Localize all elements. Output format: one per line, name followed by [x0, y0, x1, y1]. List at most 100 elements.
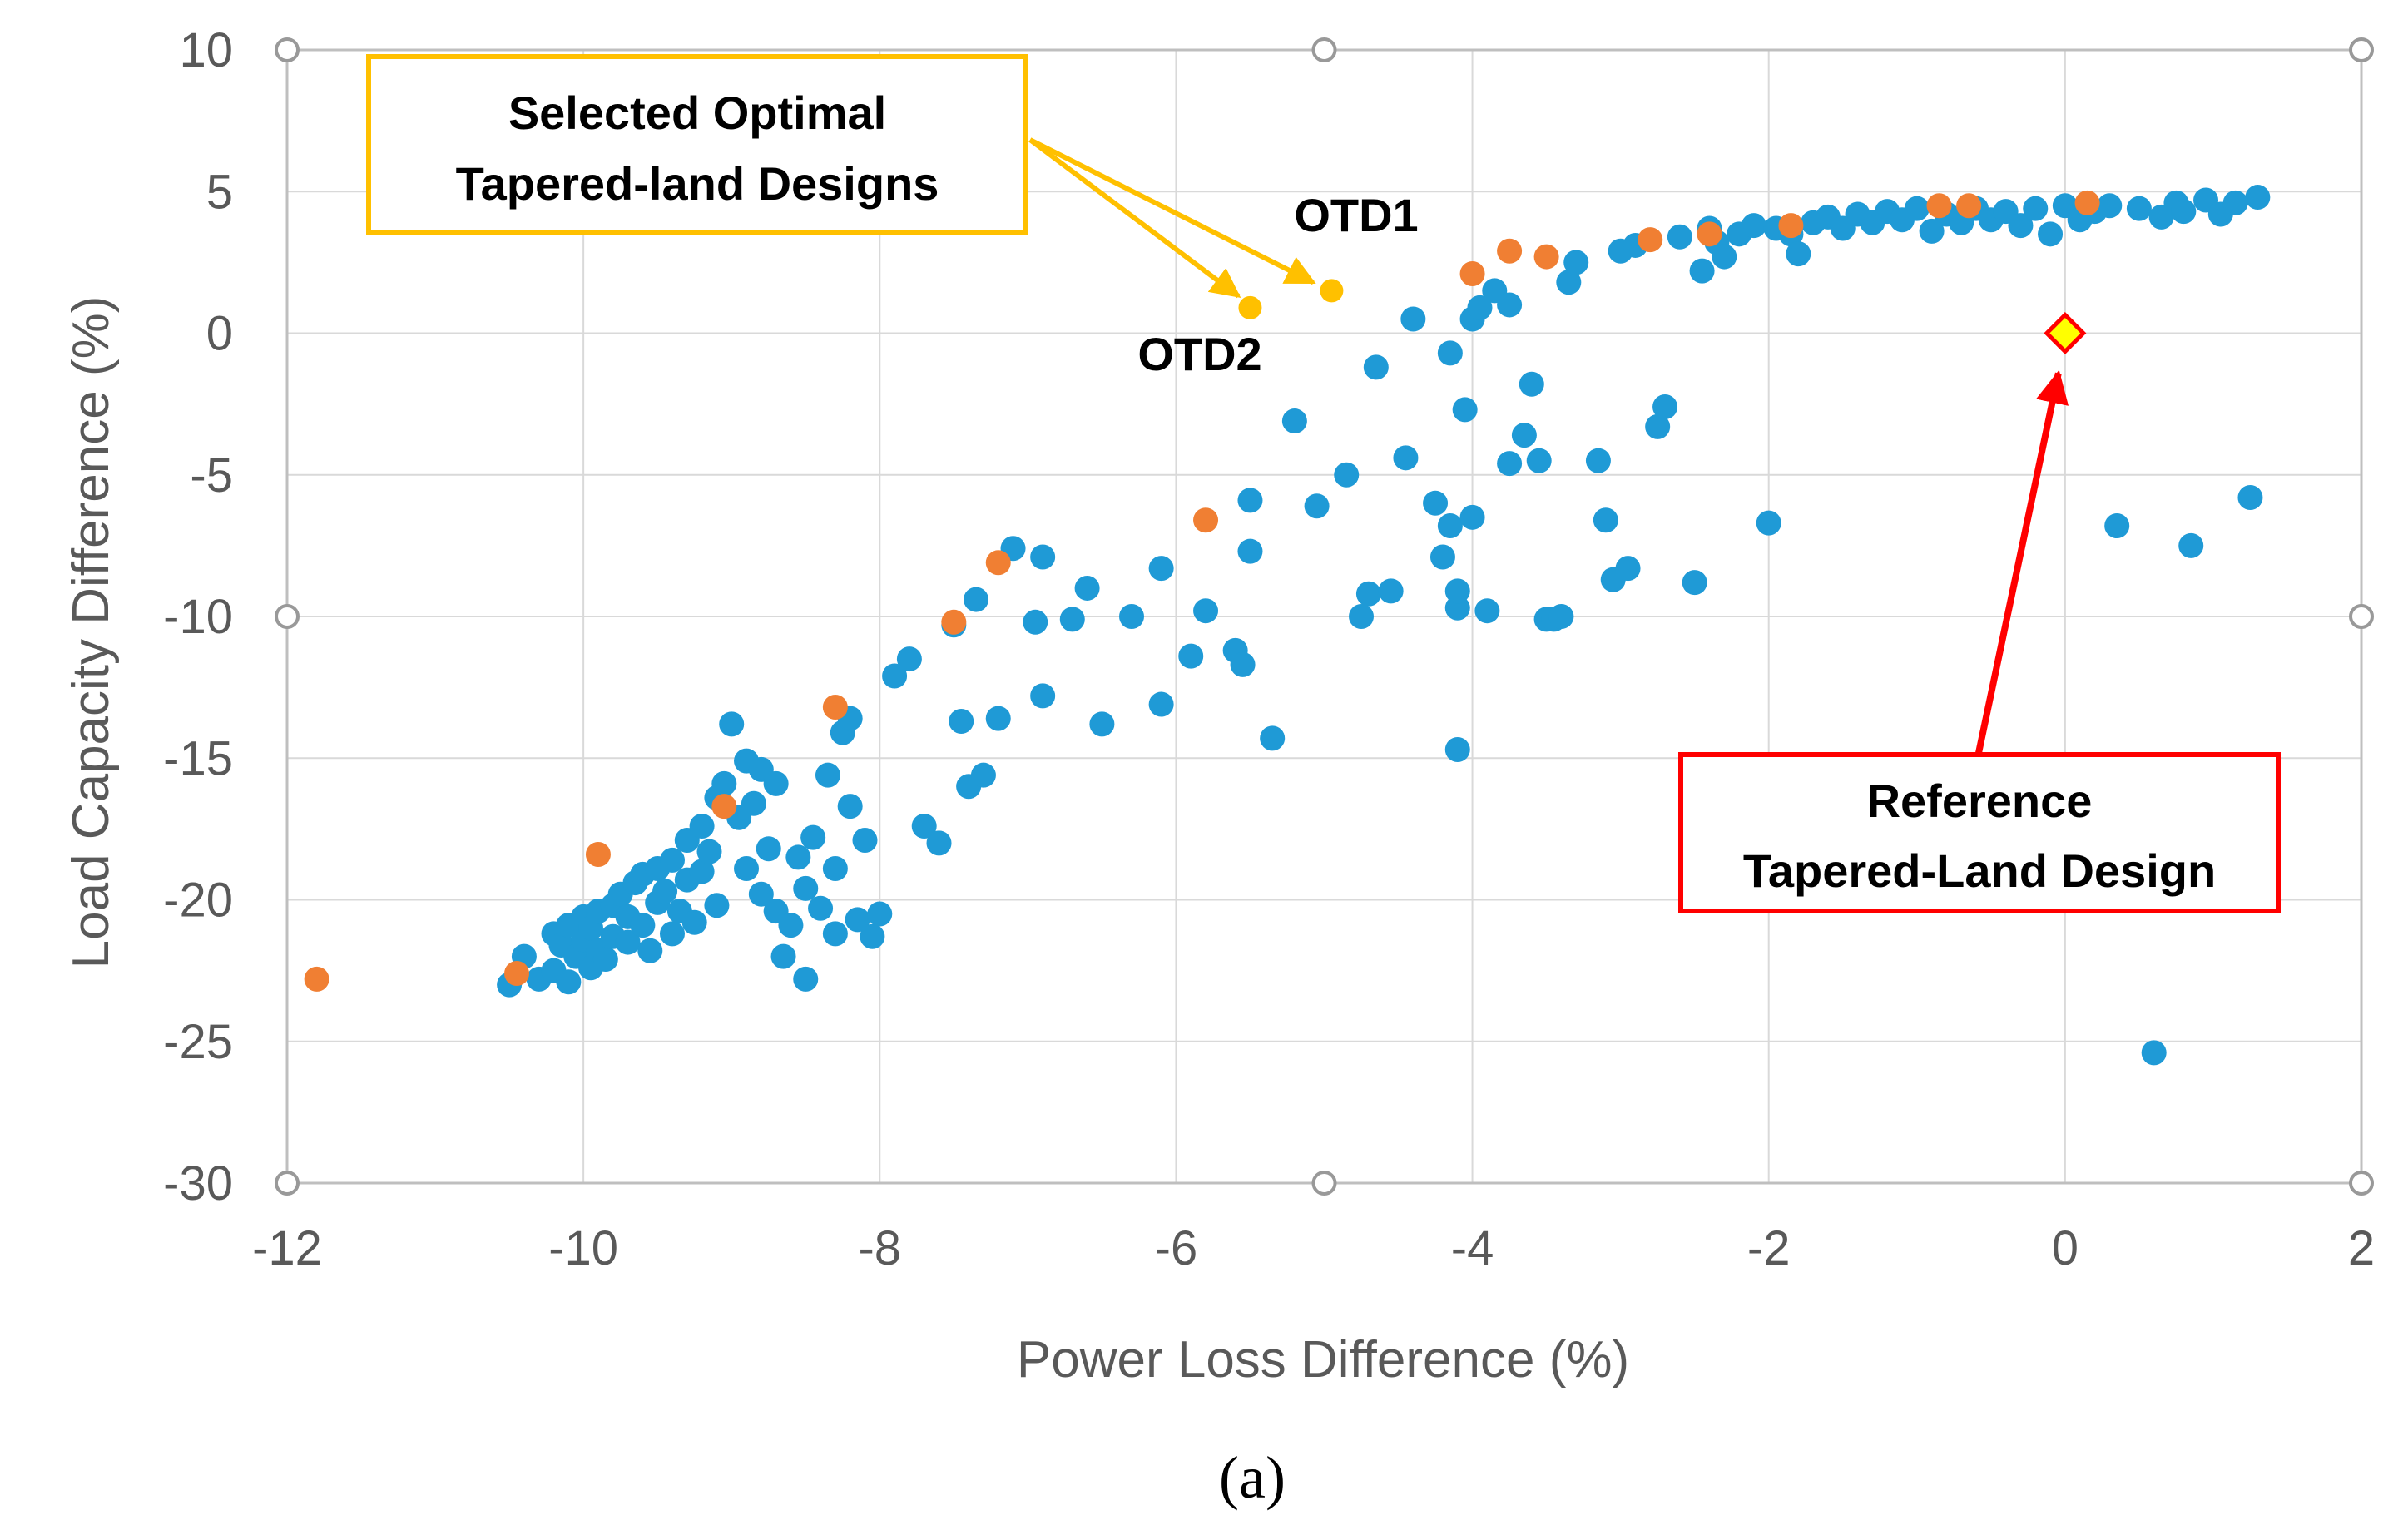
data-point-blue — [1281, 408, 1307, 434]
data-point-blue — [630, 913, 656, 938]
data-point-blue — [896, 646, 922, 672]
data-point-orange — [1533, 244, 1559, 270]
data-point-blue — [1652, 394, 1678, 420]
resize-handle[interactable] — [275, 604, 300, 629]
data-point-blue — [1260, 725, 1286, 751]
data-point-orange — [1956, 193, 1982, 219]
x-tick-label: -10 — [548, 1221, 618, 1275]
data-point-blue — [756, 836, 781, 862]
data-point-blue — [748, 881, 774, 907]
data-point-blue — [1712, 244, 1737, 270]
resize-handle[interactable] — [1311, 1171, 1337, 1196]
data-point-blue — [867, 901, 893, 927]
data-point-blue — [1756, 510, 1781, 536]
data-point-blue — [1304, 493, 1330, 519]
data-point-orange — [1193, 507, 1219, 533]
data-point-blue — [1593, 507, 1618, 533]
data-point-blue — [1023, 609, 1048, 635]
data-point-blue — [763, 770, 789, 796]
data-point-blue — [1615, 556, 1641, 582]
data-point-blue — [615, 929, 641, 955]
resize-handle[interactable] — [275, 1171, 300, 1196]
resize-handle[interactable] — [1311, 37, 1337, 62]
resize-handle[interactable] — [275, 37, 300, 62]
data-point-blue — [556, 969, 582, 995]
data-point-blue — [808, 895, 834, 921]
data-point-blue — [719, 711, 745, 737]
data-point-blue — [2104, 513, 2130, 539]
data-point-blue — [2222, 190, 2248, 215]
arrow-to-otd1 — [1028, 137, 1316, 285]
data-point-blue — [1378, 578, 1404, 604]
data-point-blue — [1349, 604, 1375, 629]
data-point-blue — [1526, 448, 1552, 473]
selected-designs-label-line1: Selected Optimal — [508, 87, 886, 139]
data-point-blue — [689, 859, 715, 884]
data-point-blue — [1904, 196, 1930, 221]
data-point-blue — [1230, 651, 1256, 677]
data-point-blue — [1119, 604, 1145, 629]
otd2-label: OTD2 — [1137, 328, 1261, 380]
data-point-blue — [1667, 224, 1692, 250]
data-point-orange — [711, 794, 737, 819]
selected-designs-box — [366, 54, 1028, 235]
data-point-blue — [1467, 295, 1493, 320]
data-point-blue — [793, 875, 819, 901]
data-point-otd2 — [1238, 295, 1262, 319]
data-point-blue — [770, 943, 796, 969]
data-point-blue — [1363, 354, 1389, 380]
data-point-blue — [1452, 397, 1478, 423]
data-point-blue — [2171, 199, 2197, 225]
data-point-blue — [1437, 340, 1463, 366]
y-tick-label: 10 — [179, 23, 233, 77]
resize-handle[interactable] — [2349, 1171, 2374, 1196]
figure-caption: (a) — [1219, 1444, 1286, 1511]
data-point-blue — [1237, 538, 1263, 564]
data-point-blue — [696, 839, 722, 864]
data-point-blue — [1497, 451, 1523, 477]
selected-designs-label-line2: Tapered-land Designs — [456, 157, 939, 210]
y-tick-label: 5 — [206, 165, 233, 219]
data-point-blue — [1030, 683, 1056, 709]
data-point-blue — [1148, 556, 1174, 582]
data-point-blue — [1393, 445, 1419, 471]
data-point-orange — [304, 966, 329, 992]
data-point-blue — [1334, 462, 1360, 488]
data-point-blue — [845, 907, 870, 933]
data-point-blue — [1741, 213, 1766, 239]
data-point-blue — [2126, 196, 2152, 221]
arrow-to-reference — [1975, 369, 2069, 754]
data-point-blue — [1556, 270, 1582, 295]
data-point-blue — [1563, 250, 1589, 275]
data-point-blue — [711, 770, 737, 796]
chart-frame-handles[interactable] — [275, 37, 2374, 1196]
y-tick-label: -20 — [163, 874, 233, 928]
data-point-blue — [815, 762, 840, 788]
data-point-blue — [2245, 185, 2271, 210]
data-point-orange — [2074, 190, 2100, 215]
data-point-blue — [1429, 544, 1455, 570]
data-point-blue — [1355, 581, 1381, 607]
data-point-blue — [659, 921, 685, 947]
data-point-blue — [822, 856, 848, 882]
data-point-blue — [860, 923, 885, 949]
data-point-blue — [741, 790, 766, 816]
arrow-to-otd2 — [1028, 137, 1241, 299]
data-point-blue — [1030, 544, 1056, 570]
y-tick-label: -25 — [163, 1015, 233, 1069]
data-point-blue — [2097, 193, 2123, 219]
data-point-orange — [985, 550, 1011, 576]
data-point-blue — [1689, 258, 1715, 284]
resize-handle[interactable] — [2349, 37, 2374, 62]
data-point-orange — [585, 842, 611, 868]
data-point-blue — [704, 893, 730, 918]
data-point-blue — [949, 708, 974, 734]
data-point-blue — [822, 921, 848, 947]
data-point-blue — [926, 830, 952, 856]
data-point-blue — [1511, 423, 1537, 448]
x-axis-title: Power Loss Difference (%) — [1017, 1331, 1629, 1389]
resize-handle[interactable] — [2349, 604, 2374, 629]
data-point-orange — [1459, 260, 1485, 286]
